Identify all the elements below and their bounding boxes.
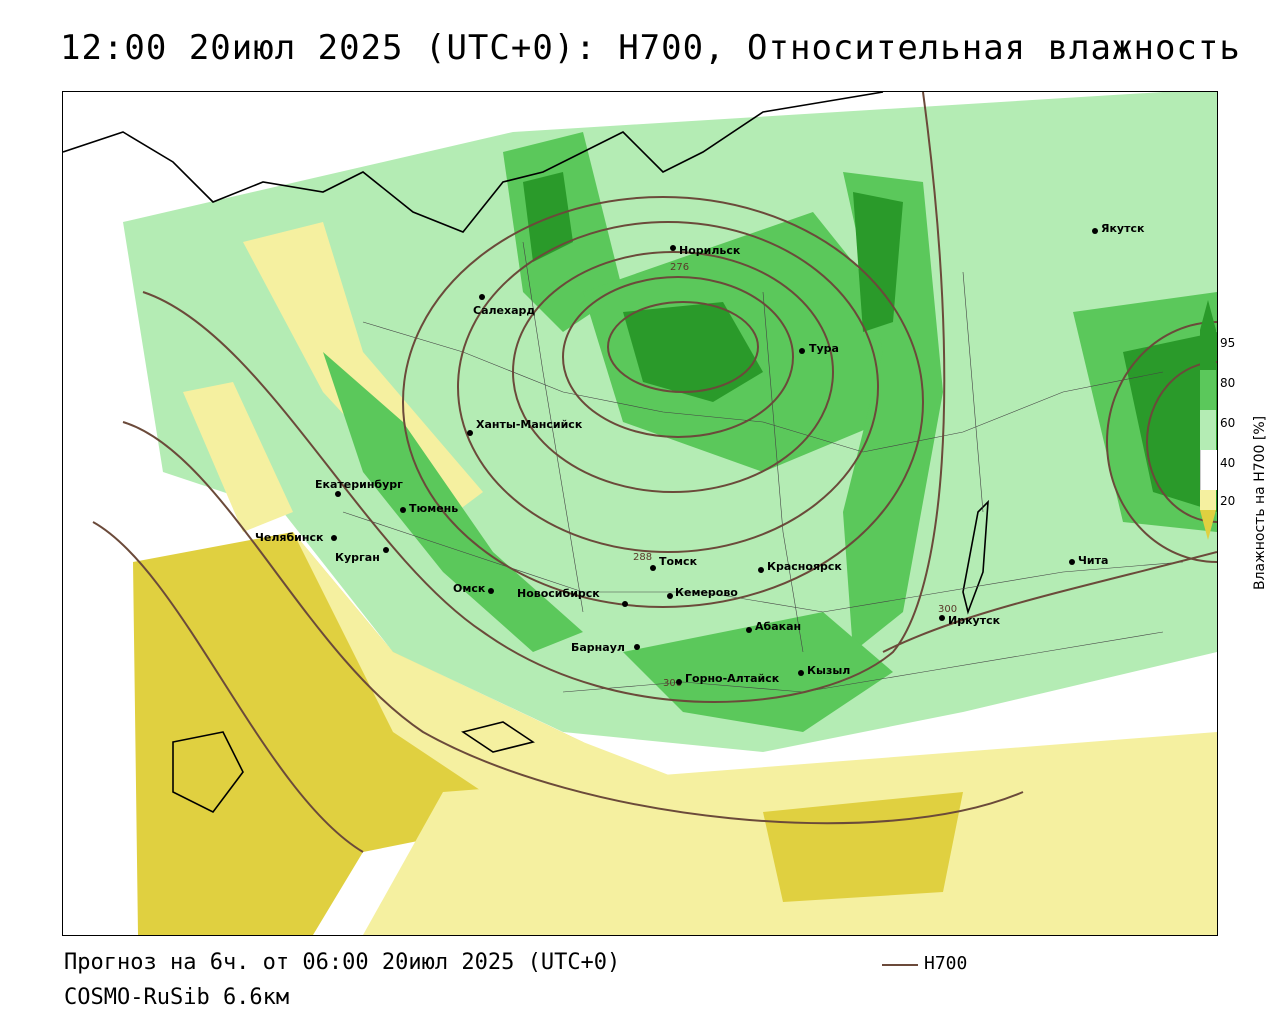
city-marker: Барнаул — [571, 641, 640, 654]
colorbar-band — [1200, 490, 1216, 510]
colorbar-tick: 40 — [1220, 456, 1236, 470]
region-borders — [342, 241, 1184, 693]
svg-text:Тюмень: Тюмень — [409, 502, 458, 515]
city-marker: Красноярск — [758, 560, 842, 573]
cities: Якутск Норильск Салехард Тура Ханты-Манс… — [255, 222, 1145, 685]
svg-text:Ханты-Мансийск: Ханты-Мансийск — [476, 418, 583, 431]
svg-text:Норильск: Норильск — [679, 244, 741, 257]
contour-label: 300 — [663, 678, 682, 689]
svg-text:Кызыл: Кызыл — [807, 664, 850, 677]
legend-line-swatch — [882, 964, 918, 966]
city-marker: Тюмень — [400, 502, 458, 515]
svg-text:Кемерово: Кемерово — [675, 586, 738, 599]
svg-text:Екатеринбург: Екатеринбург — [315, 478, 403, 491]
colorbar-tick: 95 — [1220, 336, 1236, 350]
contour-label: 288 — [633, 552, 652, 563]
svg-text:Абакан: Абакан — [755, 620, 801, 633]
colorbar-label: Влажность на H700 [%] — [1252, 415, 1268, 590]
contour-labels: 276 288 300 300 — [633, 262, 957, 689]
colorbar-band — [1200, 450, 1217, 490]
svg-text:Курган: Курган — [335, 551, 380, 564]
coastlines — [63, 92, 989, 814]
svg-text:Барнаул: Барнаул — [571, 641, 625, 654]
svg-text:Томск: Томск — [659, 555, 698, 568]
svg-text:Иркутск: Иркутск — [948, 614, 1001, 627]
city-marker: Тура — [799, 342, 839, 355]
city-marker: Абакан — [746, 620, 801, 633]
forecast-caption: Прогноз на 6ч. от 06:00 20июл 2025 (UTC+… — [64, 950, 621, 975]
city-marker: Чита — [1069, 554, 1108, 567]
city-marker: Кызыл — [798, 664, 850, 677]
city-marker: Салехард — [473, 294, 535, 317]
svg-text:Омск: Омск — [453, 582, 486, 595]
city-marker: Курган — [335, 547, 389, 564]
city-marker: Иркутск — [939, 614, 1001, 627]
map-panel: 276 288 300 300 Якутск Норильск Салехард… — [62, 91, 1218, 936]
svg-text:Красноярск: Красноярск — [767, 560, 842, 573]
city-marker: Якутск — [1092, 222, 1145, 235]
colorbar-cap-top — [1200, 300, 1216, 330]
city-marker: Норильск — [670, 244, 741, 257]
colorbar-cap-bottom — [1200, 510, 1216, 540]
colorbar-tick: 80 — [1220, 376, 1236, 390]
svg-text:Горно-Алтайск: Горно-Алтайск — [685, 672, 780, 685]
colorbar-tick: 60 — [1220, 416, 1236, 430]
svg-text:Тура: Тура — [809, 342, 839, 355]
map-svg: 276 288 300 300 Якутск Норильск Салехард… — [63, 92, 1217, 935]
h700-contours — [92, 92, 1217, 853]
svg-text:Якутск: Якутск — [1101, 222, 1145, 235]
colorbar-band — [1200, 330, 1216, 370]
svg-text:Челябинск: Челябинск — [255, 531, 324, 544]
contour-label: 300 — [938, 604, 957, 615]
colorbar-tick: 20 — [1220, 494, 1236, 508]
svg-text:Чита: Чита — [1078, 554, 1108, 567]
city-marker: Новосибирск — [517, 587, 628, 607]
legend-line-label: H700 — [924, 953, 968, 974]
svg-text:Салехард: Салехард — [473, 304, 535, 317]
svg-text:Новосибирск: Новосибирск — [517, 587, 600, 600]
contour-label: 276 — [670, 262, 689, 273]
city-marker: Томск — [650, 555, 698, 571]
city-marker: Челябинск — [255, 531, 337, 544]
city-marker: Горно-Алтайск — [676, 672, 780, 685]
city-marker: Омск — [453, 582, 494, 595]
colorbar-band — [1200, 370, 1216, 410]
city-marker: Ханты-Мансийск — [467, 418, 583, 436]
city-marker: Кемерово — [667, 586, 738, 599]
page-title: 12:00 20июл 2025 (UTC+0): H700, Относите… — [60, 28, 1241, 68]
humidity-field — [123, 92, 1217, 935]
city-marker: Екатеринбург — [315, 478, 403, 497]
model-caption: COSMO-RuSib 6.6км — [64, 985, 290, 1010]
colorbar — [1200, 300, 1217, 540]
colorbar-band — [1200, 410, 1216, 450]
